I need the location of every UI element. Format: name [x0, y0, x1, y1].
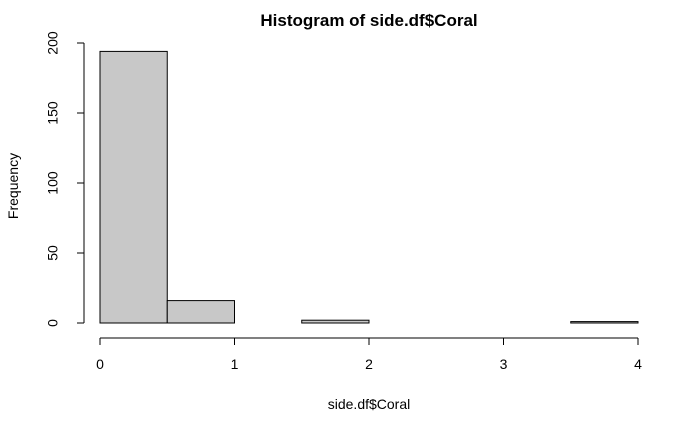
x-tick-label: 0 — [96, 356, 104, 372]
histogram-bar — [99, 50, 168, 324]
x-axis-label: side.df$Coral — [328, 396, 411, 412]
y-tick-label: 50 — [45, 245, 61, 261]
x-tick-label: 4 — [634, 356, 642, 372]
histogram-bar — [570, 321, 639, 324]
y-tick-label: 150 — [45, 101, 61, 125]
x-tick-label: 1 — [231, 356, 239, 372]
y-tick-label: 100 — [45, 171, 61, 195]
x-tick-label: 2 — [365, 356, 373, 372]
y-tick-label: 0 — [45, 319, 61, 327]
y-axis-label: Frequency — [5, 153, 21, 219]
x-axis: 0 1 2 3 4 — [96, 337, 642, 372]
histogram-bar — [166, 300, 235, 324]
chart-title: Histogram of side.df$Coral — [260, 11, 477, 30]
x-tick-label: 3 — [500, 356, 508, 372]
bars-group — [99, 50, 639, 324]
histogram-bar — [301, 319, 370, 324]
y-tick-label: 200 — [45, 31, 61, 55]
y-axis: 0 50 100 150 200 — [45, 31, 85, 327]
